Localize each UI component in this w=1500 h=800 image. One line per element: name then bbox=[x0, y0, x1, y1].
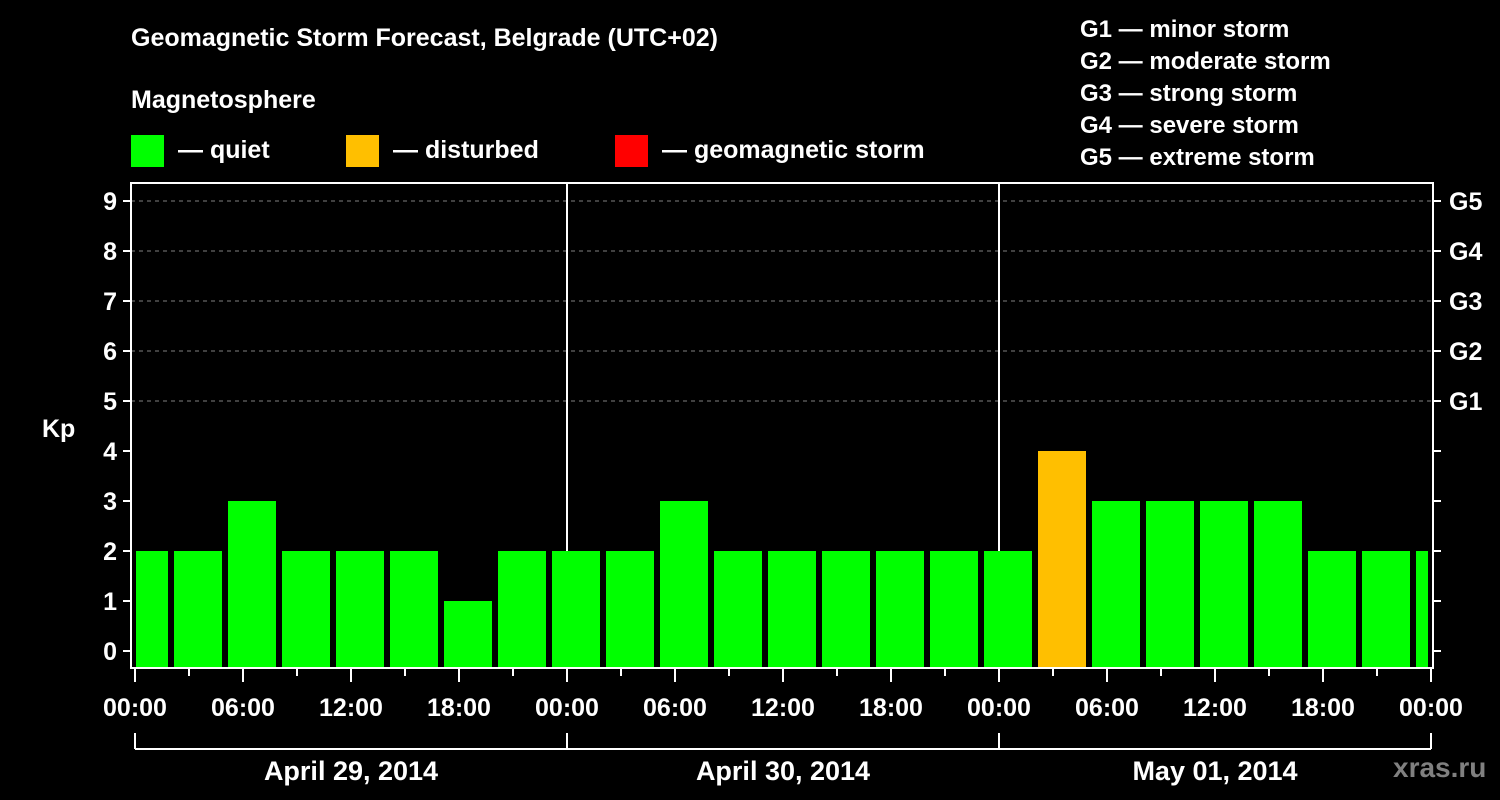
g-scale-label: G2 bbox=[1449, 338, 1482, 366]
kp-bar bbox=[498, 551, 546, 667]
kp-bar bbox=[1092, 501, 1140, 667]
storm-scale-legend: G1 — minor storm G2 — moderate storm G3 … bbox=[1080, 14, 1331, 174]
legend-storm: — geomagnetic storm bbox=[615, 134, 925, 167]
kp-bar bbox=[174, 551, 222, 667]
kp-bar bbox=[984, 551, 1032, 667]
kp-bar bbox=[606, 551, 654, 667]
storm-scale-g5: G5 — extreme storm bbox=[1080, 144, 1315, 171]
kp-bar bbox=[1254, 501, 1302, 667]
y-tick-label: 4 bbox=[103, 438, 117, 466]
kp-bar bbox=[1416, 551, 1428, 667]
x-tick-label: 00:00 bbox=[535, 694, 599, 722]
kp-bar bbox=[1308, 551, 1356, 667]
kp-bar bbox=[336, 551, 384, 667]
kp-bar bbox=[282, 551, 330, 667]
kp-bar bbox=[876, 551, 924, 667]
kp-bar bbox=[136, 551, 168, 667]
legend-heading: Magnetosphere bbox=[131, 86, 316, 114]
kp-bar bbox=[1038, 451, 1086, 667]
kp-bar bbox=[660, 501, 708, 667]
x-tick-label: 06:00 bbox=[643, 694, 707, 722]
legend-storm-label: — geomagnetic storm bbox=[662, 136, 925, 164]
y-tick-label: 8 bbox=[103, 238, 117, 266]
x-tick-label: 12:00 bbox=[1183, 694, 1247, 722]
chart-title: Geomagnetic Storm Forecast, Belgrade (UT… bbox=[131, 24, 718, 52]
kp-bar bbox=[1362, 551, 1410, 667]
x-tick-label: 00:00 bbox=[1399, 694, 1463, 722]
x-tick-label: 12:00 bbox=[319, 694, 383, 722]
x-tick-label: 18:00 bbox=[1291, 694, 1355, 722]
day-label: April 30, 2014 bbox=[696, 756, 870, 786]
kp-bar bbox=[444, 601, 492, 667]
watermark: xras.ru bbox=[1393, 752, 1487, 783]
day-label: May 01, 2014 bbox=[1132, 756, 1297, 786]
storm-swatch bbox=[615, 134, 648, 167]
y-tick-label: 5 bbox=[103, 388, 117, 416]
y-tick-label: 7 bbox=[103, 288, 117, 316]
g-scale-label: G1 bbox=[1449, 388, 1482, 416]
g-scale-label: G5 bbox=[1449, 188, 1482, 216]
x-tick-label: 18:00 bbox=[859, 694, 923, 722]
kp-bar bbox=[822, 551, 870, 667]
y-tick-label: 3 bbox=[103, 488, 117, 516]
storm-scale-g3: G3 — strong storm bbox=[1080, 80, 1298, 107]
kp-bar bbox=[390, 551, 438, 667]
x-tick-label: 00:00 bbox=[967, 694, 1031, 722]
y-tick-label: 6 bbox=[103, 338, 117, 366]
kp-bar bbox=[552, 551, 600, 667]
kp-bar bbox=[1146, 501, 1194, 667]
legend-quiet-label: — quiet bbox=[178, 136, 270, 164]
y-tick-label: 1 bbox=[103, 588, 117, 616]
x-tick-label: 18:00 bbox=[427, 694, 491, 722]
legend-quiet: — quiet bbox=[131, 134, 270, 167]
storm-scale-g2: G2 — moderate storm bbox=[1080, 48, 1331, 75]
g-scale-label: G4 bbox=[1449, 238, 1482, 266]
g-scale-label: G3 bbox=[1449, 288, 1482, 316]
quiet-swatch bbox=[131, 134, 164, 167]
day-label: April 29, 2014 bbox=[264, 756, 438, 786]
kp-bar bbox=[1200, 501, 1248, 667]
y-tick-label: 2 bbox=[103, 538, 117, 566]
x-tick-label: 06:00 bbox=[1075, 694, 1139, 722]
kp-bar bbox=[714, 551, 762, 667]
x-tick-label: 06:00 bbox=[211, 694, 275, 722]
kp-bar bbox=[930, 551, 978, 667]
legend-disturbed-label: — disturbed bbox=[393, 136, 539, 164]
y-axis-label: Kp bbox=[42, 415, 75, 443]
kp-bar bbox=[768, 551, 816, 667]
kp-bar bbox=[228, 501, 276, 667]
disturbed-swatch bbox=[346, 134, 379, 167]
storm-scale-g1: G1 — minor storm bbox=[1080, 16, 1290, 43]
y-tick-label: 9 bbox=[103, 188, 117, 216]
legend-disturbed: — disturbed bbox=[346, 134, 539, 167]
storm-scale-g4: G4 — severe storm bbox=[1080, 112, 1299, 139]
x-tick-label: 00:00 bbox=[103, 694, 167, 722]
y-tick-label: 0 bbox=[103, 638, 117, 666]
x-tick-label: 12:00 bbox=[751, 694, 815, 722]
